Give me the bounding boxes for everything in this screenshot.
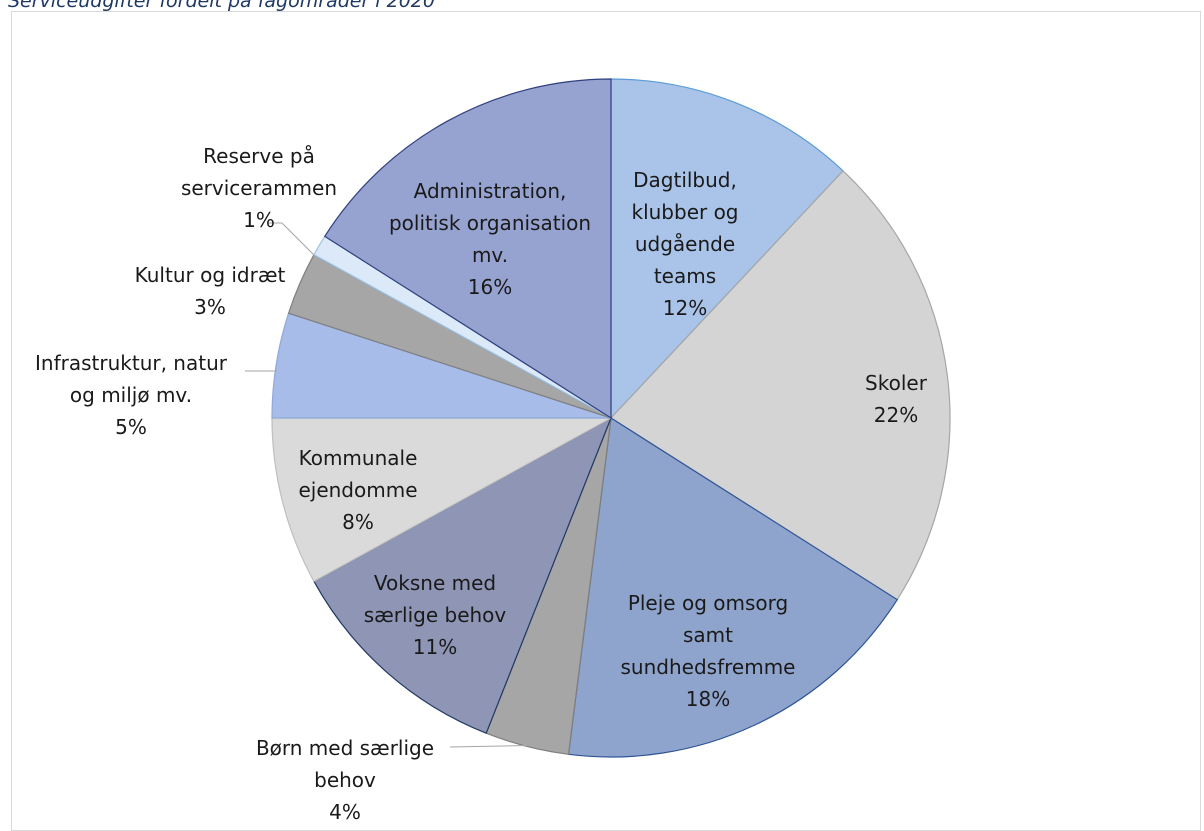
slice-label-3: Pleje og omsorg samt sundhedsfremme 18%	[621, 591, 796, 711]
pie-slice-6	[271, 417, 612, 583]
slice-label-9: Reserve på servicerammen 1%	[181, 144, 337, 232]
pie-slice-3	[567, 416, 899, 758]
leader-line-9	[268, 222, 315, 256]
slice-label-1: Dagtilbud, klubber og udgående teams 12%	[631, 168, 738, 320]
slice-label-2: Skoler 22%	[865, 371, 928, 427]
leader-line-4	[449, 744, 557, 748]
pie-slice-1	[610, 78, 844, 420]
slice-label-7: Infrastruktur, natur og miljø mv. 5%	[35, 351, 228, 439]
pie-slice-5	[313, 416, 613, 734]
slice-label-4: Børn med særlige behov 4%	[256, 736, 434, 823]
slice-label-8: Kultur og idræt 3%	[135, 263, 286, 319]
chart-caption: Serviceudgifter fordelt på fagområder i …	[8, 0, 435, 12]
pie-slice-2	[610, 170, 951, 601]
pie-slice-10	[323, 78, 612, 420]
slice-label-5: Voksne med særlige behov 11%	[364, 571, 507, 659]
slice-label-10: Administration, politisk organisation mv. 1…	[389, 179, 591, 299]
slice-label-6: Kommunale ejendomme 8%	[298, 446, 417, 534]
